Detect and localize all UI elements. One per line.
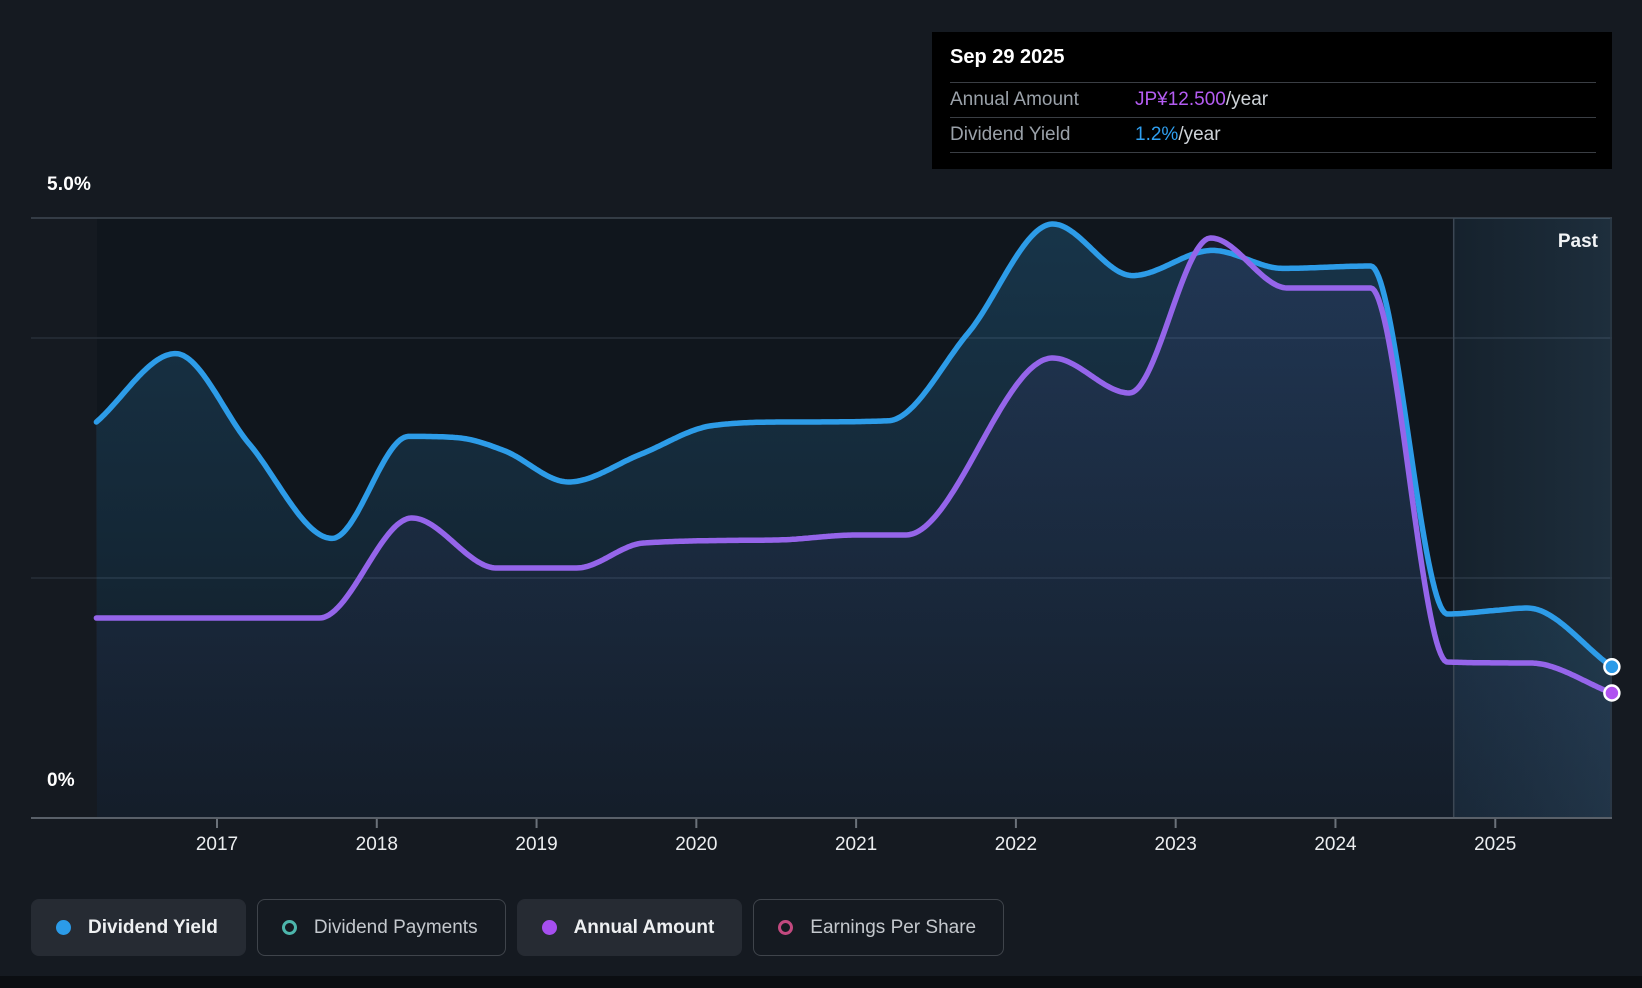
earnings-per-share-ring-icon	[778, 920, 794, 935]
x-axis-year-label-2023: 2023	[1154, 834, 1197, 855]
x-axis-year-label-2017: 2017	[195, 834, 239, 855]
legend-label: Dividend Yield	[88, 916, 218, 938]
chart-tooltip: Sep 29 2025 Annual Amount JP¥12.500/year…	[932, 32, 1612, 169]
legend-toggle-annual-amount[interactable]: Annual Amount	[516, 899, 743, 956]
annual-amount-dot-icon	[541, 920, 557, 935]
x-axis-year-label-2024: 2024	[1314, 834, 1357, 855]
past-region-overlay	[1453, 218, 1612, 818]
annual-amount-area	[96, 238, 1612, 818]
legend-toggle-earnings-per-share[interactable]: Earnings Per Share	[753, 899, 1005, 956]
legend-label: Annual Amount	[573, 916, 715, 938]
tooltip-value-dividend-yield: 1.2%	[1135, 124, 1179, 145]
tooltip-value-annual-amount: JP¥12.500	[1135, 89, 1226, 110]
legend-toggle-dividend-yield[interactable]: Dividend Yield	[31, 899, 246, 956]
dividend-yield-line	[93, 221, 1615, 670]
x-axis-year-label-2018: 2018	[355, 834, 398, 855]
tooltip-row-annual-amount: Annual Amount JP¥12.500/year	[950, 83, 1596, 118]
x-axis-year-label-2020: 2020	[675, 834, 718, 855]
tooltip-value-suffix: /year	[1225, 89, 1269, 110]
y-axis-bottom-label: 0%	[47, 770, 75, 791]
tooltip-date: Sep 29 2025	[950, 32, 1596, 83]
chart-legend: Dividend Yield Dividend Payments Annual …	[31, 899, 1005, 956]
window-bottom-edge	[0, 976, 1642, 988]
legend-toggle-dividend-payments[interactable]: Dividend Payments	[256, 899, 506, 956]
x-axis-year-label-2025: 2025	[1474, 834, 1517, 855]
dividend-payments-ring-icon	[281, 920, 297, 935]
annual-amount-end-marker[interactable]	[1603, 684, 1621, 702]
legend-label: Dividend Payments	[313, 916, 478, 938]
tooltip-value-suffix: /year	[1178, 124, 1221, 145]
tooltip-row-dividend-yield: Dividend Yield 1.2%/year	[950, 118, 1596, 153]
x-axis-year-label-2019: 2019	[515, 834, 558, 855]
annual-amount-line	[93, 235, 1615, 696]
dividend-yield-dot-icon	[56, 920, 71, 935]
tooltip-label: Dividend Yield	[950, 124, 1071, 145]
x-axis-year-label-2022: 2022	[994, 834, 1038, 855]
legend-label: Earnings Per Share	[810, 916, 977, 938]
tooltip-label: Annual Amount	[950, 89, 1079, 110]
x-axis-year-label-2021: 2021	[834, 834, 878, 855]
past-region-label: Past	[1557, 231, 1598, 252]
dividend-yield-end-marker[interactable]	[1603, 658, 1621, 676]
y-axis-top-label: 5.0%	[47, 174, 92, 195]
